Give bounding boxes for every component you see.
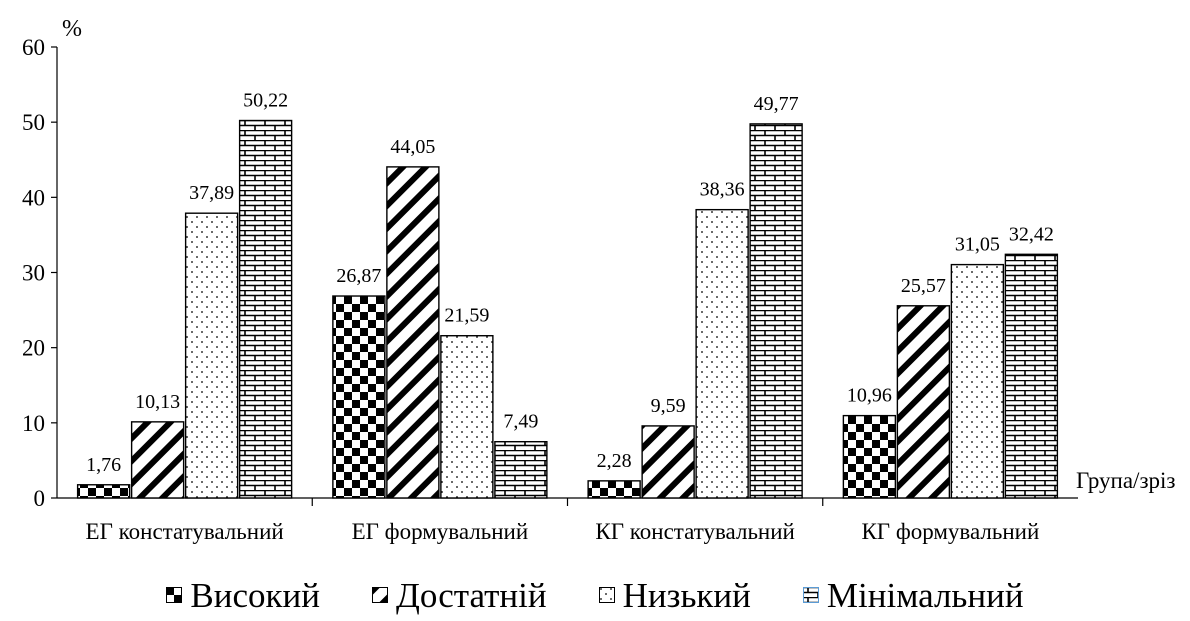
legend-item-high: Високий <box>166 578 320 613</box>
legend-label-low: Низький <box>622 575 751 615</box>
data-label: 10,13 <box>135 391 180 413</box>
data-label: 7,49 <box>503 411 538 433</box>
bar-diagonal <box>641 425 695 499</box>
bar-brick <box>494 441 548 499</box>
legend-item-sufficient: Достатній <box>372 578 547 613</box>
y-tick-label: 10 <box>22 411 45 436</box>
bar-diagonal <box>896 305 951 499</box>
data-label: 9,59 <box>651 395 686 417</box>
bar-diagonal <box>130 421 185 499</box>
data-label: 38,36 <box>700 179 745 201</box>
bar-checker <box>76 484 131 499</box>
legend-label-minimal: Мінімальний <box>826 575 1024 615</box>
bar-dots <box>440 335 494 499</box>
bar-brick <box>238 119 293 499</box>
bar-checker <box>587 480 641 499</box>
data-label: 1,76 <box>86 454 121 476</box>
data-label: 31,05 <box>955 234 1000 256</box>
bar-diagonal <box>386 166 440 499</box>
y-tick-label: 30 <box>22 261 45 286</box>
data-label: 26,87 <box>336 265 381 287</box>
bar-brick <box>749 123 803 499</box>
data-label: 49,77 <box>754 93 799 115</box>
data-label: 25,57 <box>901 275 946 297</box>
bar-brick <box>1004 253 1059 499</box>
x-tick-label: КГ констатувальний <box>595 519 794 544</box>
bar-dots <box>950 263 1005 499</box>
bar-dots <box>695 208 749 499</box>
y-tick-label: 20 <box>22 336 45 361</box>
data-label: 2,28 <box>597 450 632 472</box>
legend-label-sufficient: Достатній <box>396 575 547 615</box>
x-tick-label: ЕГ формувальний <box>352 519 529 544</box>
bar-checker <box>842 414 897 499</box>
x-tick-label: КГ формувальний <box>861 519 1039 544</box>
x-tick-label: ЕГ констатувальний <box>86 519 284 544</box>
data-label: 50,22 <box>243 90 288 112</box>
legend-item-low: Низький <box>598 575 751 615</box>
y-tick-label: 50 <box>22 110 45 135</box>
bar-dots <box>184 212 239 499</box>
y-tick-label: 0 <box>34 486 46 511</box>
legend-item-minimal: Мінімальний <box>802 575 1024 615</box>
legend-swatch-checker <box>166 587 183 603</box>
y-tick-label: 40 <box>22 185 45 210</box>
y-tick-label: 60 <box>22 35 45 60</box>
x-axis-title: Група/зріз <box>1076 468 1176 493</box>
legend-swatch-brick <box>802 587 819 603</box>
data-label: 44,05 <box>390 136 435 158</box>
data-label: 10,96 <box>847 385 892 407</box>
y-axis-unit-label: % <box>62 16 82 42</box>
data-label: 32,42 <box>1009 223 1054 245</box>
legend: Високий Достатній Низький Мінімальний <box>0 574 1190 616</box>
legend-swatch-diagonal <box>372 587 388 603</box>
data-label: 21,59 <box>444 305 489 327</box>
legend-swatch-dots <box>598 587 615 603</box>
data-label: 37,89 <box>189 182 234 204</box>
legend-label-high: Високий <box>190 575 320 615</box>
bar-checker <box>332 295 386 499</box>
